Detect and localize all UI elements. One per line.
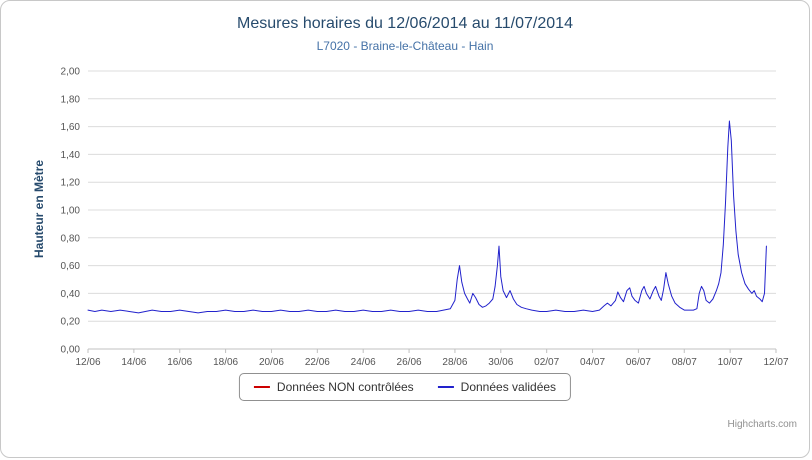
svg-text:10/07: 10/07 xyxy=(718,357,743,368)
svg-text:24/06: 24/06 xyxy=(351,357,376,368)
svg-text:14/06: 14/06 xyxy=(121,357,146,368)
svg-text:04/07: 04/07 xyxy=(580,357,605,368)
legend-item-validated[interactable]: Données validées xyxy=(437,380,557,394)
svg-text:06/07: 06/07 xyxy=(626,357,651,368)
chart-legend: Données NON contrôlées Données validées xyxy=(238,373,572,401)
legend-label-validated: Données validées xyxy=(460,380,557,394)
svg-text:18/06: 18/06 xyxy=(213,357,238,368)
svg-text:0,20: 0,20 xyxy=(61,317,81,328)
svg-text:28/06: 28/06 xyxy=(442,357,467,368)
chart-subtitle: L7020 - Braine-le-Château - Hain xyxy=(316,39,494,53)
svg-text:0,60: 0,60 xyxy=(61,261,81,272)
svg-text:1,20: 1,20 xyxy=(61,178,81,189)
svg-text:0,40: 0,40 xyxy=(61,289,81,300)
svg-text:1,60: 1,60 xyxy=(61,122,81,133)
legend-sample-validated-line xyxy=(437,386,454,388)
y-axis-title: Hauteur en Mètre xyxy=(32,159,46,259)
svg-text:02/07: 02/07 xyxy=(534,357,559,368)
svg-text:0,80: 0,80 xyxy=(61,233,81,244)
svg-text:22/06: 22/06 xyxy=(305,357,330,368)
svg-text:2,00: 2,00 xyxy=(61,67,81,78)
legend-label-uncontrolled: Données NON contrôlées xyxy=(276,380,414,394)
svg-text:26/06: 26/06 xyxy=(397,357,422,368)
chart-title: Mesures horaires du 12/06/2014 au 11/07/… xyxy=(237,15,573,32)
svg-text:12/06: 12/06 xyxy=(75,357,100,368)
highcharts-credits[interactable]: Highcharts.com xyxy=(727,419,797,430)
svg-text:0,00: 0,00 xyxy=(61,345,81,356)
svg-text:1,40: 1,40 xyxy=(61,150,81,161)
svg-text:1,00: 1,00 xyxy=(61,206,81,217)
svg-text:20/06: 20/06 xyxy=(259,357,284,368)
legend-item-uncontrolled[interactable]: Données NON contrôlées xyxy=(253,380,414,394)
svg-text:1,80: 1,80 xyxy=(61,94,81,105)
svg-text:16/06: 16/06 xyxy=(167,357,192,368)
svg-text:30/06: 30/06 xyxy=(488,357,513,368)
svg-text:12/07: 12/07 xyxy=(763,357,788,368)
legend-sample-uncontrolled-line xyxy=(253,386,270,388)
svg-text:08/07: 08/07 xyxy=(672,357,697,368)
